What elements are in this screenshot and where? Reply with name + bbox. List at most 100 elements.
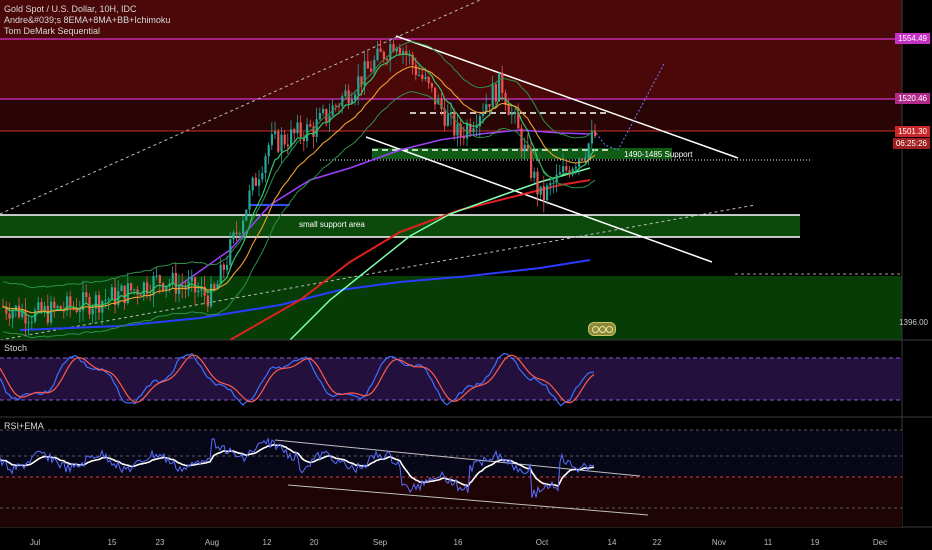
x-axis-label: 11 — [763, 538, 773, 547]
candle-body — [562, 166, 565, 173]
candle-body — [571, 168, 574, 175]
candle-body — [338, 105, 341, 107]
candle-body — [498, 72, 501, 102]
countdown-label: 06:25:26 — [892, 138, 930, 149]
events-icon[interactable] — [588, 322, 616, 336]
projection-path — [593, 61, 666, 151]
candle-body — [56, 306, 59, 309]
indicator-line: Tom DeMark Sequential — [4, 26, 101, 36]
candle-body — [530, 148, 533, 178]
candle-body — [133, 289, 136, 291]
candle-body — [178, 285, 181, 294]
rsi-pane — [0, 429, 902, 527]
stoch-d-line — [0, 354, 595, 404]
candle-body — [450, 112, 453, 114]
price-label-current: 1501.30 — [895, 126, 930, 137]
channel-upper-line — [395, 35, 739, 159]
candle-body — [242, 220, 245, 234]
candle-body — [328, 115, 331, 122]
candle-body — [402, 51, 405, 54]
candle-body — [453, 112, 456, 136]
channel-lower-line — [365, 136, 713, 263]
candle-body — [104, 299, 107, 301]
candle-body — [11, 311, 14, 319]
candle-body — [584, 157, 587, 160]
ema-green — [2, 53, 596, 318]
x-axis-label: 12 — [262, 538, 272, 547]
candle-body — [354, 94, 357, 100]
candle-body — [43, 306, 46, 313]
candle-body — [581, 158, 584, 160]
rsi-ema-line — [0, 443, 595, 488]
candle-body — [69, 296, 72, 308]
candle-body — [501, 72, 504, 94]
candle-body — [389, 44, 392, 60]
candle-body — [203, 286, 206, 296]
candle-body — [94, 295, 97, 309]
candle-body — [427, 76, 430, 84]
candle-body — [30, 321, 33, 323]
candle-body — [146, 282, 149, 295]
candle-body — [459, 123, 462, 137]
candle-body — [376, 48, 379, 61]
candle-body — [568, 170, 571, 175]
candle-body — [27, 322, 30, 324]
candle-body — [456, 123, 459, 136]
small-support-label: small support area — [299, 220, 365, 229]
candle-body — [296, 122, 299, 134]
candle-body — [379, 48, 382, 52]
candle-body — [446, 113, 449, 126]
candle-body — [270, 134, 273, 146]
candle-body — [590, 131, 593, 144]
candle-body — [158, 275, 161, 284]
candle-body — [274, 131, 277, 135]
candle-body — [418, 74, 421, 76]
candle-body — [357, 76, 360, 95]
candle-body — [216, 284, 219, 290]
candle-body — [254, 177, 257, 186]
candle-body — [382, 51, 385, 59]
chart-legend: Gold Spot / U.S. Dollar, 10H, IDC Andre&… — [4, 4, 170, 37]
candle-body — [206, 295, 209, 307]
candle-body — [245, 209, 248, 221]
bollinger-lower — [2, 91, 596, 339]
rsi-line — [0, 437, 595, 498]
candle-body — [322, 109, 325, 114]
chart-title: Gold Spot / U.S. Dollar, 10H, IDC — [4, 4, 137, 14]
candle-body — [398, 47, 401, 54]
candle-body — [526, 144, 529, 149]
ma-blue-long — [19, 259, 591, 331]
candle-body — [510, 112, 513, 115]
candle-body — [405, 51, 408, 55]
candle-body — [587, 143, 590, 158]
candle-body — [414, 64, 417, 76]
candle-body — [344, 90, 347, 97]
candle-body — [251, 177, 254, 191]
candle-body — [277, 131, 280, 152]
candle-body — [222, 264, 225, 270]
candle-body — [421, 74, 424, 80]
candle-body — [370, 68, 373, 72]
candle-body — [258, 179, 261, 186]
candle-body — [110, 287, 113, 299]
candle-body — [248, 190, 251, 210]
candle-body — [59, 306, 62, 311]
candle-body — [299, 122, 302, 137]
candle-body — [219, 264, 222, 285]
price-label-lower: 1396.00 — [899, 318, 928, 327]
candle-body — [200, 286, 203, 291]
candle-body — [411, 54, 414, 65]
x-axis-label: Aug — [204, 538, 220, 547]
candle-body — [386, 58, 389, 60]
stoch-pane — [0, 352, 902, 407]
candle-body — [8, 313, 11, 319]
candle-body — [290, 129, 293, 147]
candle-body — [197, 290, 200, 293]
candle-body — [264, 156, 267, 174]
candle-body — [520, 128, 523, 152]
x-axis-label: Jul — [29, 538, 41, 547]
candle-body — [293, 129, 296, 134]
candle-body — [5, 306, 8, 314]
price-pane — [0, 0, 902, 341]
resistance-zone — [0, 0, 902, 99]
